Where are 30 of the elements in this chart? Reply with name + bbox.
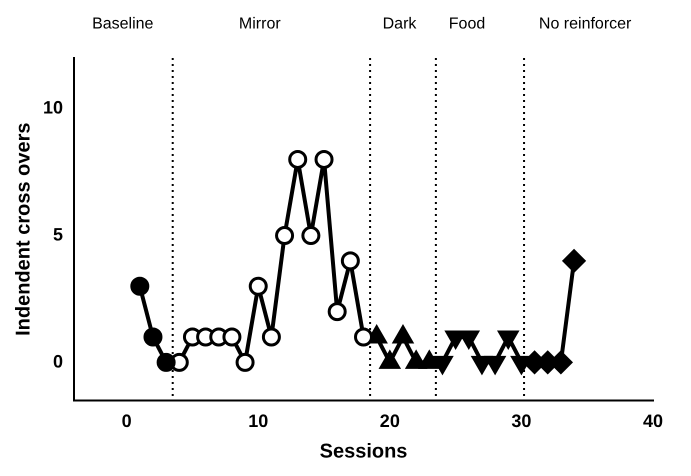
point bbox=[562, 249, 586, 272]
x-tick-label: 0 bbox=[122, 411, 132, 432]
y-tick-label: 5 bbox=[53, 224, 64, 245]
y-tick-label: 0 bbox=[53, 351, 64, 372]
point bbox=[301, 226, 320, 246]
text: Baseline bbox=[92, 15, 154, 32]
point bbox=[130, 276, 150, 296]
point bbox=[328, 302, 347, 322]
text: Dark bbox=[382, 15, 418, 32]
text: No reinforcer bbox=[538, 15, 632, 32]
point bbox=[354, 327, 374, 346]
x-tick-label: 10 bbox=[248, 411, 268, 432]
point bbox=[288, 150, 308, 169]
point bbox=[340, 251, 360, 270]
point bbox=[262, 327, 281, 346]
text: Food bbox=[448, 15, 486, 32]
point bbox=[236, 352, 255, 372]
x-axis-title: Sessions bbox=[320, 440, 408, 463]
point bbox=[275, 226, 294, 246]
y-tick-label: 10 bbox=[42, 98, 64, 118]
point bbox=[248, 276, 268, 296]
text: Mirror bbox=[238, 15, 282, 32]
point bbox=[156, 352, 176, 372]
point bbox=[143, 327, 162, 346]
x-tick-label: 40 bbox=[642, 411, 664, 432]
point bbox=[314, 150, 334, 169]
x-tick-label: 20 bbox=[380, 411, 400, 432]
point bbox=[222, 327, 242, 346]
y-axis-title: Indendent cross overs bbox=[12, 122, 35, 336]
x-tick-label: 30 bbox=[511, 411, 532, 432]
